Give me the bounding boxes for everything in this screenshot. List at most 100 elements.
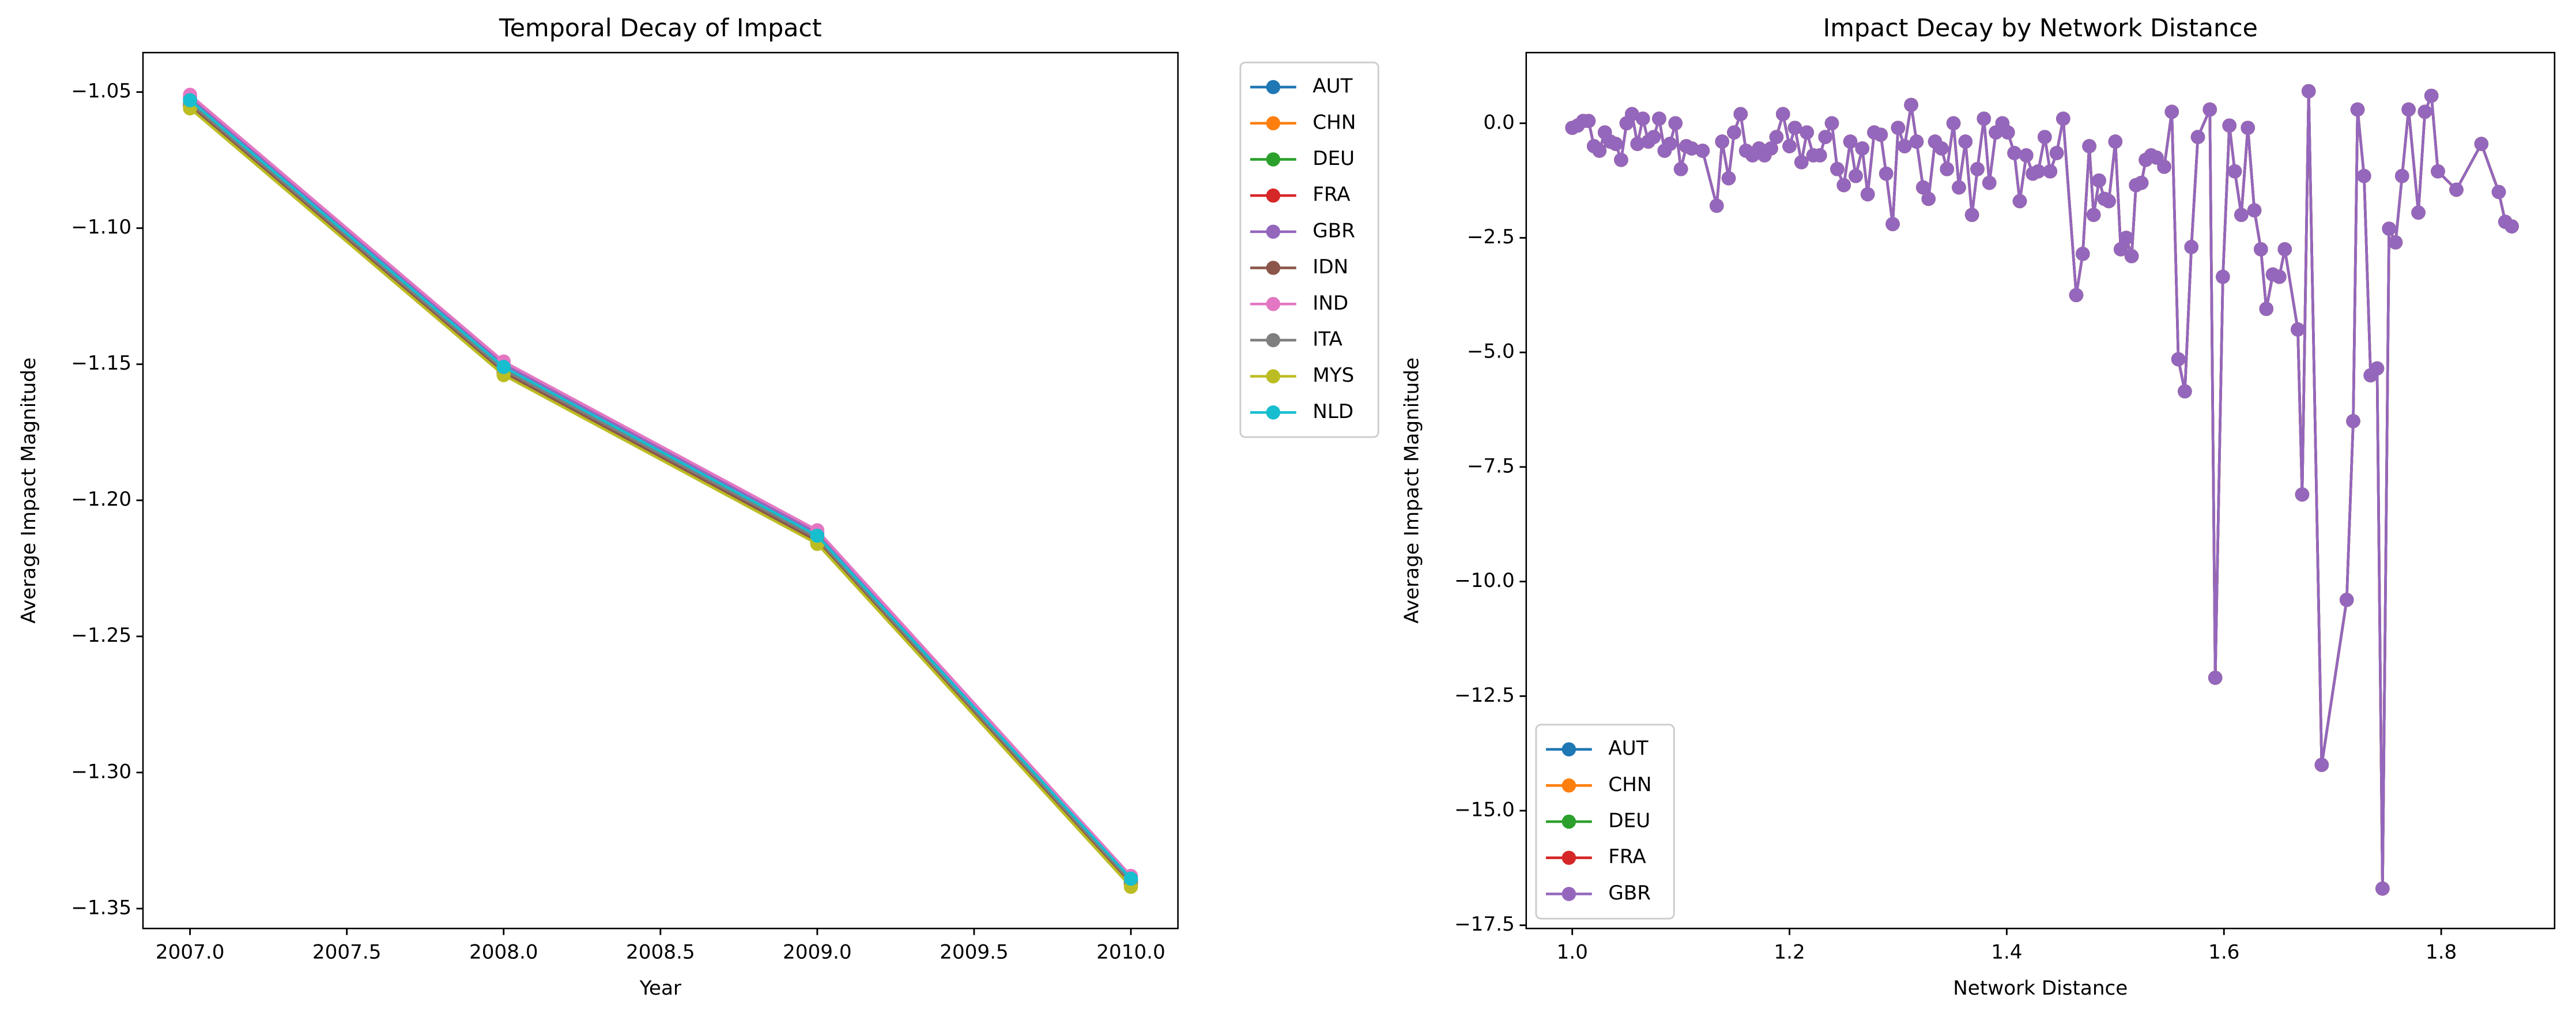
- point: [2056, 111, 2070, 126]
- point: [2491, 185, 2506, 200]
- point: [1635, 111, 1650, 126]
- legend-marker: [1266, 152, 1281, 167]
- point: [2339, 593, 2354, 607]
- y-tick-label: −5.0: [1467, 340, 1515, 363]
- legend-label: MYS: [1312, 364, 1354, 387]
- legend-label: GBR: [1312, 219, 1355, 242]
- point: [1764, 141, 1778, 156]
- point: [2164, 104, 2179, 119]
- legend: AUT CHN DEU FRA GBR: [1535, 724, 1675, 920]
- point: [1830, 161, 1845, 176]
- legend-label: FRA: [1312, 183, 1351, 206]
- point: [2134, 175, 2149, 190]
- point: [1794, 155, 1809, 170]
- point: [2382, 221, 2396, 236]
- legend-marker: [1266, 405, 1281, 420]
- point: [2157, 160, 2171, 174]
- series-line: [189, 101, 1132, 883]
- legend-label: IND: [1312, 292, 1348, 315]
- point: [1934, 141, 1949, 156]
- point: [2291, 322, 2305, 337]
- y-tick-label: −12.5: [1454, 684, 1515, 707]
- legend-label: CHN: [1608, 773, 1651, 796]
- point: [1940, 161, 1955, 176]
- point: [2346, 414, 2360, 428]
- point: [2277, 242, 2292, 257]
- point: [1843, 134, 1858, 149]
- point: [496, 360, 511, 374]
- point: [2411, 205, 2426, 220]
- legend-marker: [1562, 887, 1576, 901]
- legend-label: FRA: [1608, 845, 1646, 868]
- x-tick-label: 2010.0: [1096, 941, 1166, 964]
- point: [1668, 116, 1683, 131]
- legend-label: ITA: [1312, 328, 1342, 351]
- plot-frame: [1525, 51, 2556, 929]
- y-tick-label: −2.5: [1467, 225, 1515, 249]
- point: [2424, 88, 2439, 103]
- point: [1964, 208, 1979, 222]
- point: [1800, 125, 1814, 140]
- point: [1849, 168, 1863, 183]
- point: [1958, 134, 1973, 149]
- point: [810, 528, 825, 543]
- point: [1733, 107, 1748, 122]
- point: [2113, 242, 2128, 257]
- point: [1721, 171, 1736, 186]
- point: [2388, 235, 2403, 250]
- point: [2247, 203, 2262, 218]
- y-tick-label: −1.20: [71, 488, 131, 511]
- y-tick-label: −1.25: [71, 624, 131, 647]
- y-axis-label: Average Impact Magnitude: [17, 357, 40, 623]
- point: [1608, 137, 1623, 151]
- point: [2301, 84, 2316, 99]
- legend-marker: [1562, 742, 1576, 756]
- chart: Impact Decay by Network Distance Network …: [1401, 14, 2556, 1000]
- point: [1673, 161, 1688, 176]
- point: [2171, 352, 2186, 367]
- legend-marker: [1562, 814, 1576, 829]
- legend-marker: [1266, 224, 1281, 239]
- chart-title: Temporal Decay of Impact: [499, 14, 822, 43]
- point: [1625, 107, 1639, 122]
- point: [2241, 121, 2255, 135]
- legend-label: IDN: [1312, 255, 1348, 278]
- legend-label: CHN: [1312, 111, 1356, 134]
- legend-label: GBR: [1608, 882, 1651, 905]
- point: [2357, 168, 2371, 183]
- legend-marker: [1266, 369, 1281, 383]
- point: [2254, 242, 2268, 257]
- point: [1946, 116, 1961, 131]
- series-line: [189, 107, 1132, 888]
- y-tick-label: 0.0: [1483, 111, 1514, 134]
- point: [1952, 180, 1966, 195]
- point: [1916, 180, 1930, 195]
- point: [2227, 164, 2242, 179]
- point: [1970, 161, 1985, 176]
- x-tick-label: 1.0: [1556, 941, 1587, 964]
- point: [2449, 182, 2464, 197]
- point: [2350, 102, 2365, 117]
- y-tick-label: −15.0: [1454, 798, 1515, 821]
- point: [2012, 194, 2027, 209]
- point: [2417, 104, 2432, 119]
- point: [1824, 116, 1839, 131]
- point: [1123, 871, 1138, 886]
- chart-title: Impact Decay by Network Distance: [1823, 14, 2258, 43]
- y-tick-label: −1.05: [71, 80, 131, 103]
- legend-marker: [1266, 80, 1281, 95]
- point: [2102, 194, 2116, 209]
- point: [1592, 144, 1607, 158]
- point: [1646, 130, 1661, 144]
- point: [2370, 361, 2385, 376]
- x-tick-label: 1.6: [2208, 941, 2239, 964]
- point: [1614, 153, 1628, 167]
- y-axis-label: Average Impact Magnitude: [1401, 357, 1424, 623]
- point: [2086, 208, 2101, 222]
- point: [1904, 97, 1918, 112]
- legend-marker: [1266, 333, 1281, 348]
- point: [1715, 134, 1729, 149]
- point: [2395, 168, 2409, 183]
